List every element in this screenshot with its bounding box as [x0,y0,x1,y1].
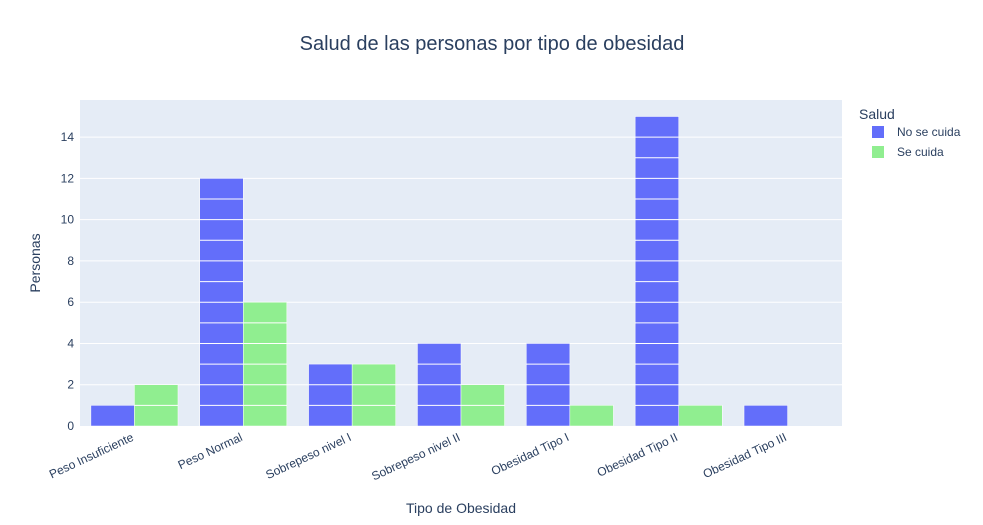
x-tick-label: Sobrepeso nivel I [263,430,353,482]
bar-outline [526,343,571,427]
bar[interactable] [243,301,288,427]
y-tick-label: 12 [61,171,75,185]
bar-fill [744,405,788,426]
chart-title: Salud de las personas por tipo de obesid… [300,33,685,55]
x-tick-label: Sobrepeso nivel II [369,430,462,483]
bar[interactable] [569,405,614,427]
y-tick-label: 8 [67,254,74,268]
y-tick-label: 4 [67,336,74,350]
y-tick-label: 0 [67,419,74,433]
legend-item[interactable]: Se cuida [872,145,944,159]
bar-outline [460,384,505,427]
x-axis-title: Tipo de Obesidad [406,500,516,516]
bar-outline [351,363,396,427]
bar-fill [308,364,353,426]
legend-item[interactable]: No se cuida [872,125,961,139]
y-tick-label: 6 [67,295,74,309]
x-tick-label: Peso Normal [176,430,245,472]
bar-outline [569,405,614,427]
bar-outline [634,116,679,427]
legend-label: Se cuida [897,145,944,159]
y-tick-label: 10 [61,213,75,227]
x-axis-ticks: Peso Insuficiente Peso Normal Sobrepeso ni… [47,430,789,483]
bar-fill [678,405,723,426]
bar-fill [90,405,135,426]
bar-outline [134,384,179,427]
y-tick-label: 2 [67,378,74,392]
x-tick-label: Obesidad Tipo I [489,430,571,478]
bar[interactable] [460,384,505,427]
y-tick-label: 14 [61,130,75,144]
legend-swatch [872,146,884,158]
bar[interactable] [134,384,179,427]
y-axis-ticks: 0 2 4 6 8 10 12 14 [61,130,75,433]
legend-swatch [872,126,884,138]
bar-outline [678,405,723,427]
legend-label: No se cuida [897,125,961,139]
bar[interactable] [634,116,679,427]
x-tick-label: Obesidad Tipo III [701,430,789,481]
legend-title: Salud [859,106,895,122]
bar-fill [635,116,679,426]
x-tick-label: Obesidad Tipo II [595,430,680,480]
bar-outline [243,301,288,427]
bars [90,116,788,427]
bar-fill [569,405,614,426]
bar-fill [352,364,396,426]
bar[interactable] [526,343,571,427]
x-tick-label: Peso Insuficiente [47,430,136,481]
legend[interactable]: Salud No se cuida Se cuida [859,106,961,159]
bar[interactable] [743,405,788,427]
bar[interactable] [90,405,135,427]
bar[interactable] [417,343,462,427]
legend-items: No se cuida Se cuida [872,125,961,159]
bar[interactable] [678,405,723,427]
bar[interactable] [351,363,396,427]
y-axis-title: Personas [27,233,43,292]
bar[interactable] [199,178,244,427]
bar-outline [743,405,788,427]
bar[interactable] [308,363,353,427]
